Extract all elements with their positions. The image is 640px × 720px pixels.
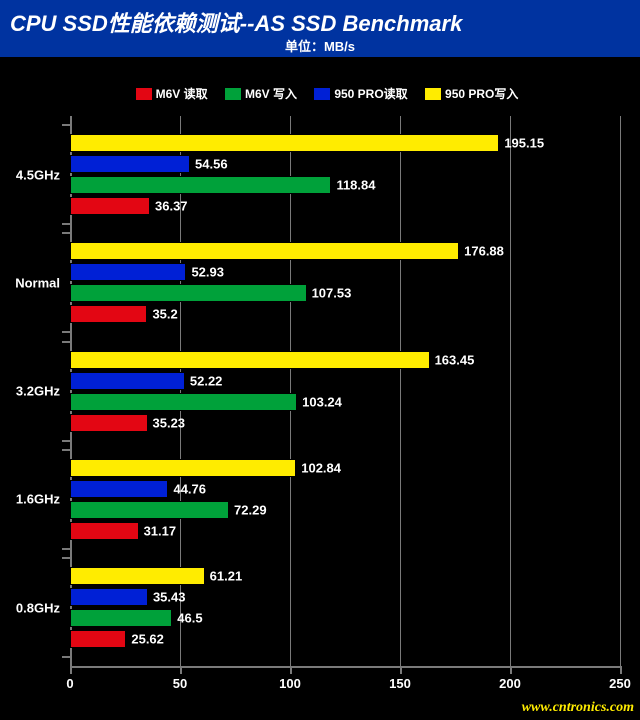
plot-area: 4.5GHz195.1554.56118.8436.37Normal176.88… bbox=[70, 116, 620, 666]
bar: 195.15 bbox=[70, 134, 499, 152]
legend-label: 950 PRO写入 bbox=[445, 87, 518, 101]
bar: 102.84 bbox=[70, 459, 296, 477]
bar: 163.45 bbox=[70, 351, 430, 369]
x-tick bbox=[180, 666, 182, 674]
bar: 25.62 bbox=[70, 630, 126, 648]
x-tick-label: 100 bbox=[279, 676, 301, 691]
group-tick bbox=[62, 124, 70, 126]
bar: 46.5 bbox=[70, 609, 172, 627]
bar: 52.93 bbox=[70, 263, 186, 281]
bar: 35.23 bbox=[70, 414, 148, 432]
bar-value-label: 61.21 bbox=[204, 569, 243, 584]
bar-value-label: 31.17 bbox=[138, 523, 177, 538]
legend-swatch-m6v-write bbox=[225, 88, 241, 100]
bar: 35.2 bbox=[70, 305, 147, 323]
x-tick-label: 250 bbox=[609, 676, 631, 691]
bar-value-label: 163.45 bbox=[429, 352, 475, 367]
bar: 31.17 bbox=[70, 522, 139, 540]
bar: 36.37 bbox=[70, 197, 150, 215]
x-tick bbox=[290, 666, 292, 674]
bar-value-label: 36.37 bbox=[149, 199, 188, 214]
bar-value-label: 72.29 bbox=[228, 502, 267, 517]
bar: 61.21 bbox=[70, 567, 205, 585]
legend-label: M6V 写入 bbox=[245, 87, 297, 101]
bar: 103.24 bbox=[70, 393, 297, 411]
x-tick-label: 0 bbox=[66, 676, 73, 691]
x-tick bbox=[400, 666, 402, 674]
group-tick bbox=[62, 449, 70, 451]
bar-value-label: 107.53 bbox=[306, 286, 352, 301]
bar-value-label: 118.84 bbox=[330, 178, 375, 193]
bar: 176.88 bbox=[70, 242, 459, 260]
category-label: Normal bbox=[15, 275, 70, 290]
x-tick bbox=[620, 666, 622, 674]
category-label: 4.5GHz bbox=[16, 167, 70, 182]
x-tick-label: 200 bbox=[499, 676, 521, 691]
x-tick bbox=[510, 666, 512, 674]
bar: 72.29 bbox=[70, 501, 229, 519]
category-group: 1.6GHz102.8444.7672.2931.17 bbox=[70, 449, 620, 550]
bar-value-label: 25.62 bbox=[125, 632, 164, 647]
watermark: www.cntronics.com bbox=[522, 700, 634, 716]
group-tick bbox=[62, 341, 70, 343]
group-tick bbox=[62, 557, 70, 559]
category-group: 3.2GHz163.4552.22103.2435.23 bbox=[70, 341, 620, 442]
x-tick bbox=[70, 666, 72, 674]
bar-value-label: 52.22 bbox=[184, 373, 223, 388]
x-axis-line bbox=[70, 666, 620, 668]
category-label: 3.2GHz bbox=[16, 384, 70, 399]
title-band: CPU SSD性能依赖测试--AS SSD Benchmark 单位：MB/s bbox=[0, 0, 640, 57]
group-tick bbox=[62, 331, 70, 333]
bar-value-label: 176.88 bbox=[458, 244, 504, 259]
legend: M6V 读取 M6V 写入 950 PRO读取 950 PRO写入 bbox=[0, 57, 640, 118]
bar: 52.22 bbox=[70, 372, 185, 390]
bar-value-label: 35.2 bbox=[146, 307, 177, 322]
legend-label: 950 PRO读取 bbox=[334, 87, 407, 101]
group-tick bbox=[62, 548, 70, 550]
bar-value-label: 103.24 bbox=[296, 394, 342, 409]
bar-value-label: 195.15 bbox=[498, 136, 544, 151]
bar-value-label: 54.56 bbox=[189, 157, 228, 172]
bar-value-label: 44.76 bbox=[167, 481, 206, 496]
group-tick bbox=[62, 440, 70, 442]
category-group: 4.5GHz195.1554.56118.8436.37 bbox=[70, 124, 620, 225]
category-group: 0.8GHz61.2135.4346.525.62 bbox=[70, 557, 620, 658]
category-group: Normal176.8852.93107.5335.2 bbox=[70, 232, 620, 333]
bar-value-label: 46.5 bbox=[171, 611, 202, 626]
chart-title: CPU SSD性能依赖测试--AS SSD Benchmark bbox=[10, 6, 630, 38]
legend-swatch-950-read bbox=[314, 88, 330, 100]
bar-value-label: 35.43 bbox=[147, 590, 186, 605]
bar-value-label: 52.93 bbox=[185, 265, 224, 280]
bar-value-label: 35.23 bbox=[147, 415, 186, 430]
group-tick bbox=[62, 223, 70, 225]
bar: 118.84 bbox=[70, 176, 331, 194]
legend-swatch-m6v-read bbox=[136, 88, 152, 100]
legend-swatch-950-write bbox=[425, 88, 441, 100]
category-label: 1.6GHz bbox=[16, 492, 70, 507]
bar: 107.53 bbox=[70, 284, 307, 302]
x-axis: 050100150200250 bbox=[70, 666, 620, 696]
category-label: 0.8GHz bbox=[16, 600, 70, 615]
legend-label: M6V 读取 bbox=[156, 87, 208, 101]
chart-subtitle: 单位：MB/s bbox=[10, 36, 630, 55]
x-tick-label: 150 bbox=[389, 676, 411, 691]
bar-value-label: 102.84 bbox=[295, 460, 341, 475]
chart-root: CPU SSD性能依赖测试--AS SSD Benchmark 单位：MB/s … bbox=[0, 0, 640, 720]
group-tick bbox=[62, 656, 70, 658]
x-tick-label: 50 bbox=[173, 676, 187, 691]
group-tick bbox=[62, 232, 70, 234]
gridline bbox=[620, 116, 621, 666]
bar: 35.43 bbox=[70, 588, 148, 606]
bar: 44.76 bbox=[70, 480, 168, 498]
bar: 54.56 bbox=[70, 155, 190, 173]
